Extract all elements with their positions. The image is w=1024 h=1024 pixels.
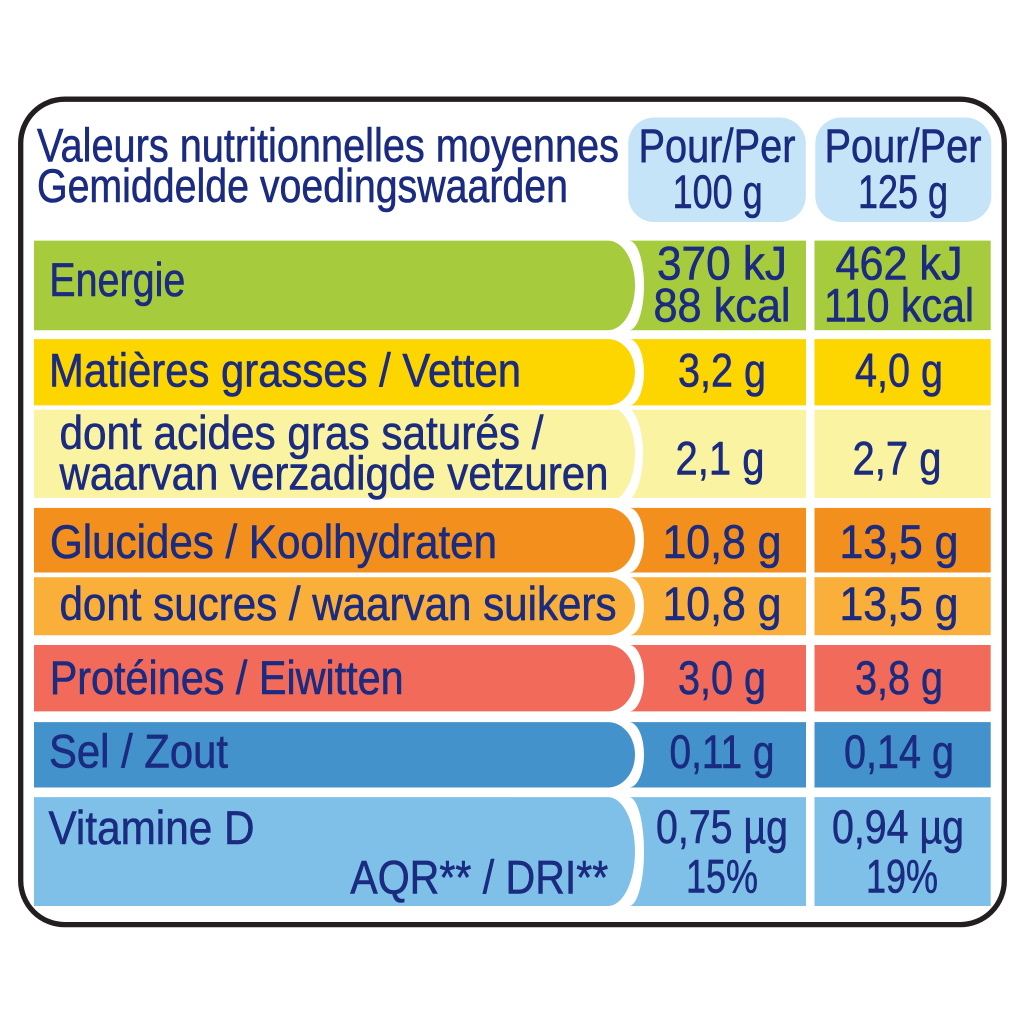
svg-text:Protéines / Eiwitten: Protéines / Eiwitten [50, 651, 404, 704]
svg-text:15%: 15% [686, 850, 758, 903]
svg-text:dont acides gras saturés /: dont acides gras saturés / [60, 406, 545, 459]
svg-text:Vitamine D: Vitamine D [49, 801, 255, 854]
svg-text:10,8 g: 10,8 g [663, 577, 782, 630]
svg-text:dont sucres / waarvan suikers: dont sucres / waarvan suikers [60, 577, 617, 630]
svg-text:Sel / Zout: Sel / Zout [49, 725, 228, 778]
svg-text:2,1 g: 2,1 g [676, 431, 765, 484]
svg-text:waarvan verzadigde vetzuren: waarvan verzadigde vetzuren [59, 447, 609, 500]
svg-text:2,7 g: 2,7 g [853, 431, 942, 484]
svg-text:Pour/Per: Pour/Per [639, 119, 796, 172]
svg-text:3,0 g: 3,0 g [678, 651, 766, 704]
svg-text:3,2 g: 3,2 g [678, 343, 766, 396]
svg-text:Valeurs nutritionnelles moyenn: Valeurs nutritionnelles moyennes [37, 119, 619, 172]
svg-text:13,5 g: 13,5 g [840, 515, 959, 568]
svg-text:13,5 g: 13,5 g [840, 577, 959, 630]
svg-text:Energie: Energie [49, 253, 185, 306]
svg-text:100 g: 100 g [673, 165, 763, 218]
svg-text:110 kcal: 110 kcal [824, 278, 974, 331]
svg-text:0,14 g: 0,14 g [844, 725, 954, 778]
svg-text:370 kJ: 370 kJ [657, 236, 787, 289]
svg-text:Matières grasses / Vetten: Matières grasses / Vetten [49, 343, 521, 396]
svg-text:0,11 g: 0,11 g [670, 725, 775, 778]
svg-text:Glucides / Koolhydraten: Glucides / Koolhydraten [50, 515, 497, 568]
svg-text:462 kJ: 462 kJ [836, 236, 963, 289]
svg-text:0,94 µg: 0,94 µg [832, 800, 964, 853]
svg-text:10,8 g: 10,8 g [663, 515, 782, 568]
svg-text:AQR** / DRI**: AQR** / DRI** [350, 850, 608, 903]
svg-text:4,0 g: 4,0 g [855, 343, 943, 396]
svg-text:Gemiddelde voedingswaarden: Gemiddelde voedingswaarden [37, 159, 568, 212]
svg-text:Pour/Per: Pour/Per [825, 119, 982, 172]
svg-text:19%: 19% [866, 850, 938, 903]
svg-text:125 g: 125 g [858, 165, 948, 218]
svg-text:88 kcal: 88 kcal [654, 278, 791, 331]
svg-text:3,8 g: 3,8 g [855, 651, 943, 704]
svg-text:0,75 µg: 0,75 µg [656, 800, 788, 853]
